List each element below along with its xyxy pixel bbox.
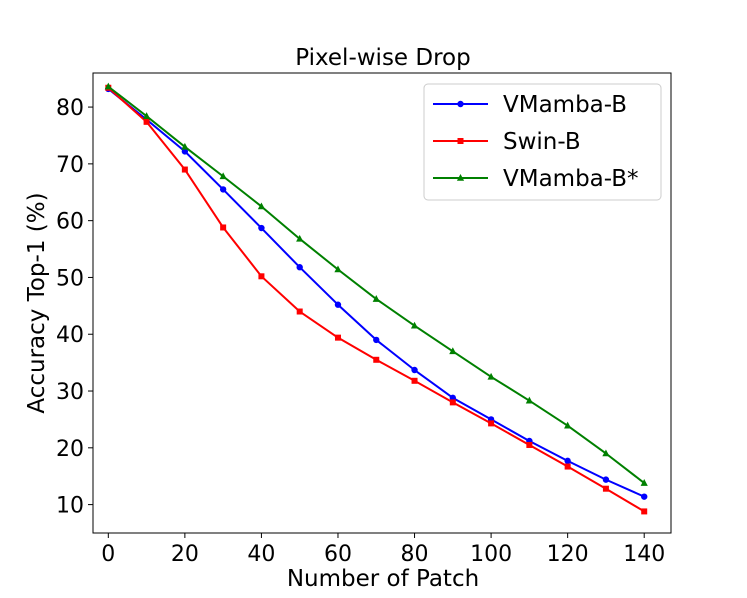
x-axis-label: Number of Patch [287, 566, 479, 592]
y-tick-label: 20 [56, 437, 84, 462]
legend: VMamba-B Swin-B VMamba-B* [423, 83, 662, 201]
data-point [526, 441, 533, 448]
data-point [334, 265, 342, 273]
x-tick-label: 20 [171, 542, 199, 567]
data-point [410, 321, 419, 329]
data-point [219, 186, 227, 193]
data-point [564, 463, 571, 470]
series-vmamba-b [105, 85, 648, 500]
x-tick-label: 0 [101, 542, 115, 567]
data-point [525, 396, 533, 404]
data-point [411, 377, 418, 384]
x-tick-label: 80 [401, 542, 429, 567]
y-tick-label: 10 [56, 494, 84, 519]
data-point [258, 224, 265, 232]
legend-marker [456, 174, 465, 181]
x-tick-label: 60 [324, 542, 352, 567]
data-point [181, 148, 189, 155]
data-point [373, 356, 380, 363]
x-tick-label: 40 [247, 542, 275, 567]
chart-title: Pixel-wise Drop [295, 45, 470, 71]
y-axis: 10 20 30 40 50 60 70 80 [56, 96, 93, 519]
data-point [220, 224, 227, 231]
y-tick-label: 80 [56, 96, 84, 121]
data-point [296, 308, 303, 315]
legend-label: Swin-B [503, 129, 581, 155]
data-point [449, 399, 456, 406]
data-point [487, 372, 495, 380]
legend-item-vmamba-b-star: VMamba-B* [433, 166, 639, 192]
data-point [257, 202, 266, 210]
legend-label: VMamba-B* [503, 166, 639, 192]
data-point [411, 366, 418, 374]
series-vmamba-b-star [104, 82, 648, 486]
data-point [181, 166, 188, 173]
y-tick-label: 70 [56, 153, 84, 178]
data-point [258, 273, 265, 280]
data-point [334, 334, 341, 341]
series-layer [104, 82, 648, 515]
legend-marker [457, 138, 464, 144]
data-point [143, 118, 150, 125]
legend-marker [457, 100, 464, 108]
data-point [296, 264, 303, 271]
data-point [564, 421, 572, 429]
data-point [296, 234, 304, 242]
legend-item-swin-b: Swin-B [433, 129, 581, 155]
data-point [449, 347, 457, 355]
data-point [564, 457, 571, 465]
data-point [602, 449, 610, 457]
data-point [219, 172, 227, 180]
data-point [641, 493, 648, 500]
data-point [640, 479, 648, 486]
y-axis-label: Accuracy Top-1 (%) [24, 192, 50, 413]
data-point [602, 485, 609, 492]
legend-item-vmamba-b: VMamba-B [433, 92, 627, 118]
data-point [641, 508, 648, 515]
y-tick-label: 30 [56, 380, 84, 405]
x-tick-label: 120 [547, 542, 589, 567]
data-point [142, 112, 151, 119]
x-axis: 0 20 40 60 80 100 120 140 [101, 533, 665, 567]
x-tick-label: 100 [470, 542, 512, 567]
x-tick-label: 140 [623, 542, 665, 567]
y-tick-label: 50 [56, 266, 84, 291]
y-tick-label: 60 [56, 210, 84, 235]
legend-label: VMamba-B [503, 92, 627, 118]
y-tick-label: 40 [56, 323, 84, 348]
data-point [181, 142, 189, 150]
data-point [602, 476, 610, 483]
data-point [488, 420, 495, 427]
plot-frame [92, 72, 672, 534]
data-point [372, 295, 380, 302]
data-point [104, 82, 112, 90]
legend-box [423, 83, 662, 201]
data-point [334, 301, 342, 308]
data-point [373, 336, 380, 344]
